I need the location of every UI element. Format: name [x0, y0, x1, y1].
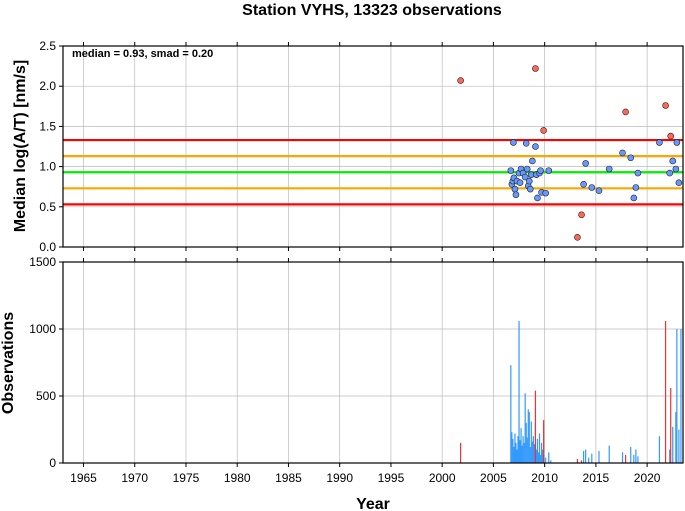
median-point — [605, 165, 613, 173]
median-point — [578, 211, 585, 219]
bottom-y-axis-label: Observations — [0, 312, 17, 414]
x-tick-label: 1995 — [378, 471, 405, 485]
median-point — [522, 139, 530, 147]
x-tick-label: 2000 — [429, 471, 456, 485]
observations-panel: 0 500 1000 1500 1965 1970 1975 1980 1985 1990 199… — [0, 255, 684, 511]
median-point — [510, 139, 517, 146]
observation-bars — [460, 320, 682, 463]
bottom-frame — [62, 261, 684, 464]
x-tick-label: 1980 — [224, 471, 251, 485]
median-point — [521, 173, 529, 181]
median-point — [666, 169, 673, 177]
median-point — [511, 185, 519, 193]
median-point — [675, 179, 683, 186]
median-point — [525, 177, 533, 185]
median-point — [516, 179, 524, 186]
x-tick-label: 2010 — [531, 471, 558, 485]
median-point — [580, 180, 587, 188]
bottom-grid — [63, 258, 683, 467]
median-point — [673, 139, 681, 146]
x-tick-label: 2015 — [583, 471, 610, 485]
x-tick-label: 1965 — [70, 471, 97, 485]
top-y-tick-label: 0.0 — [39, 240, 56, 254]
x-tick-label: 1975 — [173, 471, 200, 485]
median-point — [542, 189, 549, 197]
chart-title: Station VYHS, 13323 observations — [242, 2, 502, 19]
median-panel: 0.0 0.5 1.0 1.5 2.0 2.5 median = 0.93, smad =… — [12, 39, 684, 254]
median-point — [634, 169, 642, 177]
median-point — [582, 160, 589, 167]
median-point — [545, 167, 553, 174]
median-point — [627, 154, 635, 162]
median-point — [532, 143, 539, 150]
bottom-y-tick-label: 1000 — [29, 322, 56, 336]
median-point — [529, 157, 536, 165]
bottom-y-tick-label: 0 — [49, 456, 56, 470]
median-point — [667, 132, 675, 140]
x-axis-label: Year — [356, 496, 390, 511]
median-point — [507, 167, 515, 174]
x-tick-label: 1970 — [121, 471, 148, 485]
median-point — [588, 184, 596, 191]
top-y-tick-label: 2.0 — [39, 79, 56, 93]
median-point — [457, 77, 464, 84]
reference-lines — [63, 138, 683, 206]
median-point — [622, 108, 629, 116]
median-point — [532, 65, 539, 72]
top-y-ticks: 0.0 0.5 1.0 1.5 2.0 2.5 — [39, 39, 63, 254]
top-frame — [62, 45, 684, 248]
median-point — [619, 149, 626, 157]
median-point — [662, 102, 669, 109]
top-grid — [63, 42, 683, 251]
x-tick-label: 2005 — [480, 471, 507, 485]
top-y-tick-label: 1.5 — [39, 119, 56, 133]
median-point — [656, 139, 663, 146]
top-y-tick-label: 1.0 — [39, 160, 56, 174]
median-point — [630, 194, 638, 202]
bottom-y-tick-label: 500 — [36, 389, 56, 403]
top-y-axis-label: Median log(A/T) [nm/s] — [12, 60, 29, 232]
median-point — [527, 185, 534, 193]
x-tick-label: 2020 — [634, 471, 661, 485]
x-tick-label: 1985 — [275, 471, 302, 485]
x-tick-label: 1990 — [326, 471, 353, 485]
median-point — [595, 187, 603, 195]
median-points — [457, 65, 683, 241]
median-point — [512, 191, 520, 199]
median-point — [632, 184, 640, 191]
top-y-tick-label: 2.5 — [39, 39, 56, 53]
median-point — [672, 165, 680, 173]
median-point — [540, 127, 547, 134]
median-point — [669, 157, 677, 165]
bottom-y-ticks: 0 500 1000 1500 — [29, 255, 63, 470]
median-point — [523, 165, 531, 173]
top-y-tick-label: 0.5 — [39, 200, 56, 214]
median-point — [574, 234, 581, 241]
median-point — [537, 167, 544, 174]
x-ticks: 1965 1970 1975 1980 1985 1990 1995 2000 2005 2010… — [70, 471, 661, 485]
bottom-y-tick-label: 1500 — [29, 255, 56, 269]
stats-annotation: median = 0.93, smad = 0.20 — [72, 48, 213, 60]
median-point — [534, 194, 541, 202]
